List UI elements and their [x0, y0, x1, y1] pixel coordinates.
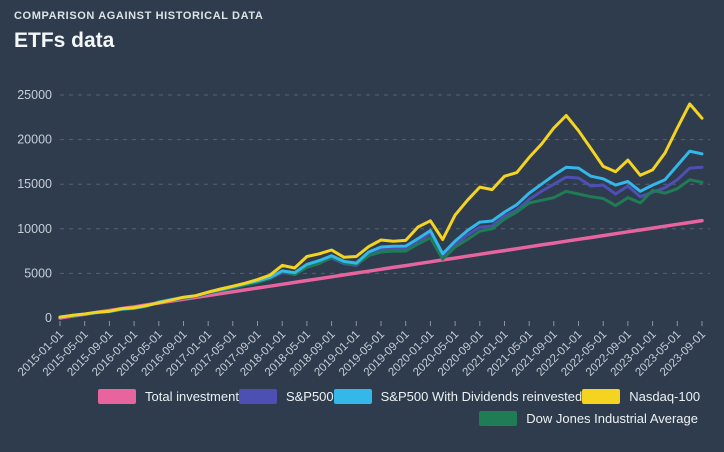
- legend-item-dow-jones-industrial-average[interactable]: Dow Jones Industrial Average: [479, 411, 698, 426]
- series-line: [58, 165, 704, 319]
- svg-text:0: 0: [45, 311, 52, 325]
- svg-text:5000: 5000: [24, 266, 52, 280]
- legend-row-2: Dow Jones Industrial Average: [0, 411, 698, 426]
- chart-legend: Total investment S&P500 S&P500 With Divide…: [0, 389, 724, 426]
- series-line: [58, 102, 704, 319]
- svg-text:25000: 25000: [17, 88, 52, 102]
- legend-label: S&P500: [285, 389, 334, 404]
- legend-item-total-investment[interactable]: Total investment: [98, 389, 239, 404]
- legend-swatch: [98, 389, 136, 404]
- chart-header: COMPARISON AGAINST HISTORICAL DATA ETFs …: [14, 10, 263, 53]
- legend-swatch: [582, 389, 621, 404]
- legend-swatch: [333, 389, 372, 404]
- chart-overline: COMPARISON AGAINST HISTORICAL DATA: [14, 10, 264, 22]
- etf-line-chart[interactable]: 05000100001500020000250002015-01-012015-…: [0, 0, 724, 390]
- svg-text:15000: 15000: [17, 177, 52, 191]
- svg-text:10000: 10000: [17, 222, 52, 236]
- legend-row-1: Total investment S&P500 S&P500 With Divide…: [98, 389, 700, 404]
- page-title: ETFs data: [14, 29, 115, 52]
- legend-label: Dow Jones Industrial Average: [526, 411, 698, 426]
- svg-text:20000: 20000: [17, 133, 52, 147]
- legend-item-s-p500[interactable]: S&P500: [238, 389, 334, 404]
- legend-swatch: [238, 389, 277, 404]
- legend-label: S&P500 With Dividends reinvested: [380, 389, 583, 404]
- legend-label: Nasdaq-100: [629, 389, 701, 404]
- legend-label: Total investment: [145, 389, 239, 404]
- legend-item-s-p500-with-dividends-reinvested[interactable]: S&P500 With Dividends reinvested: [333, 389, 583, 404]
- legend-swatch: [479, 411, 518, 426]
- legend-item-nasdaq-100[interactable]: Nasdaq-100: [582, 389, 700, 404]
